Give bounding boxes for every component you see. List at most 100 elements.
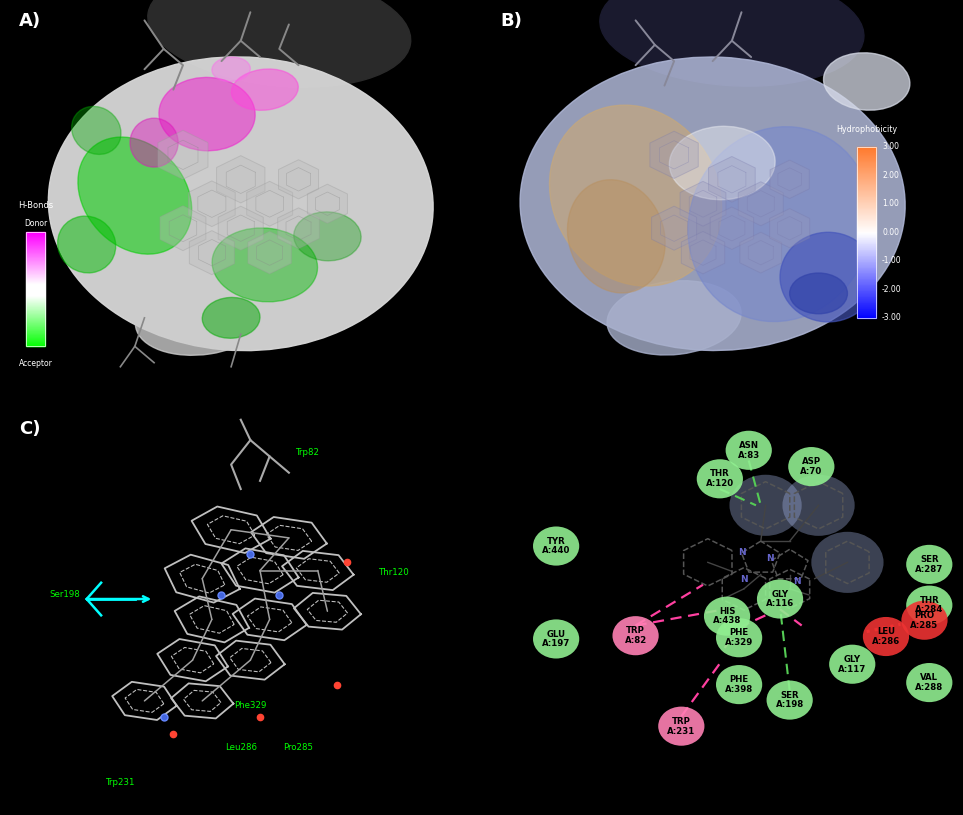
Bar	[857, 218, 876, 219]
Circle shape	[730, 474, 801, 536]
Bar	[857, 290, 876, 291]
Bar	[857, 295, 876, 296]
Text: SER
A:198: SER A:198	[775, 691, 804, 709]
Bar	[857, 162, 876, 163]
Bar	[857, 199, 876, 200]
Bar	[857, 179, 876, 180]
Bar	[857, 284, 876, 285]
Text: TYR
A:440: TYR A:440	[542, 537, 570, 555]
Ellipse shape	[567, 180, 665, 293]
Bar	[857, 165, 876, 166]
Bar	[857, 149, 876, 150]
Polygon shape	[739, 182, 783, 226]
Bar	[857, 250, 876, 251]
Ellipse shape	[202, 297, 260, 338]
Text: TRP
A:231: TRP A:231	[667, 717, 695, 735]
Bar	[857, 190, 876, 191]
Text: -1.00: -1.00	[882, 256, 901, 266]
Bar	[857, 197, 876, 198]
Text: THR
A:120: THR A:120	[706, 469, 734, 488]
Bar	[857, 178, 876, 179]
Bar	[857, 152, 876, 153]
Bar	[857, 289, 876, 290]
Polygon shape	[709, 156, 755, 202]
Bar	[857, 192, 876, 193]
Polygon shape	[652, 206, 696, 250]
Circle shape	[906, 663, 952, 702]
Bar	[857, 235, 876, 236]
Polygon shape	[277, 208, 320, 249]
Bar	[857, 194, 876, 195]
Bar	[857, 155, 876, 156]
Text: PHE
A:329: PHE A:329	[725, 628, 753, 647]
Bar	[857, 277, 876, 278]
Bar	[857, 265, 876, 266]
Bar	[857, 211, 876, 212]
Circle shape	[659, 707, 705, 746]
Bar	[857, 242, 876, 243]
Bar	[857, 254, 876, 255]
Polygon shape	[217, 156, 265, 203]
Bar	[857, 196, 876, 197]
Bar	[857, 305, 876, 306]
Bar	[857, 307, 876, 308]
Bar	[857, 185, 876, 186]
Text: 3.00: 3.00	[882, 142, 899, 152]
Bar	[857, 249, 876, 250]
Bar	[857, 267, 876, 268]
Circle shape	[612, 616, 659, 655]
Bar	[857, 238, 876, 239]
Text: GLY
A:116: GLY A:116	[766, 590, 794, 608]
Bar	[857, 176, 876, 177]
Bar	[857, 282, 876, 283]
Circle shape	[704, 597, 750, 636]
Bar	[857, 224, 876, 225]
Text: Trp231: Trp231	[106, 778, 135, 787]
Bar	[857, 215, 876, 216]
Text: D): D)	[501, 420, 524, 438]
Circle shape	[716, 665, 763, 704]
Bar	[857, 233, 876, 234]
Text: LEU
A:286: LEU A:286	[872, 628, 900, 645]
Bar	[857, 275, 876, 276]
Bar	[857, 153, 876, 154]
Bar	[857, 229, 876, 230]
Bar	[857, 202, 876, 203]
Bar	[857, 241, 876, 242]
Ellipse shape	[600, 0, 864, 86]
Bar	[857, 278, 876, 279]
Circle shape	[811, 532, 884, 593]
Bar	[857, 246, 876, 247]
Text: PRO
A:285: PRO A:285	[910, 611, 939, 629]
Bar	[857, 309, 876, 311]
Bar	[857, 151, 876, 152]
Bar	[857, 220, 876, 221]
Bar	[857, 171, 876, 173]
Bar	[857, 291, 876, 292]
Text: N: N	[767, 553, 774, 563]
Bar	[857, 270, 876, 271]
Bar	[857, 201, 876, 202]
Bar	[857, 148, 876, 149]
Bar	[857, 167, 876, 168]
Bar	[857, 258, 876, 259]
Bar	[857, 228, 876, 229]
Text: PHE
A:398: PHE A:398	[725, 676, 753, 694]
Bar	[857, 287, 876, 288]
Bar	[857, 222, 876, 223]
Bar	[857, 232, 876, 233]
Text: 0.00: 0.00	[882, 227, 899, 237]
Polygon shape	[278, 160, 319, 199]
Bar	[857, 154, 876, 155]
Bar	[857, 209, 876, 210]
Bar	[857, 237, 876, 238]
Bar	[857, 240, 876, 241]
Circle shape	[716, 618, 763, 657]
Bar	[857, 180, 876, 181]
Text: SER
A:287: SER A:287	[915, 555, 944, 574]
Circle shape	[906, 545, 952, 584]
Bar	[857, 285, 876, 286]
Bar	[857, 262, 876, 263]
Bar	[857, 210, 876, 211]
Bar	[857, 175, 876, 176]
